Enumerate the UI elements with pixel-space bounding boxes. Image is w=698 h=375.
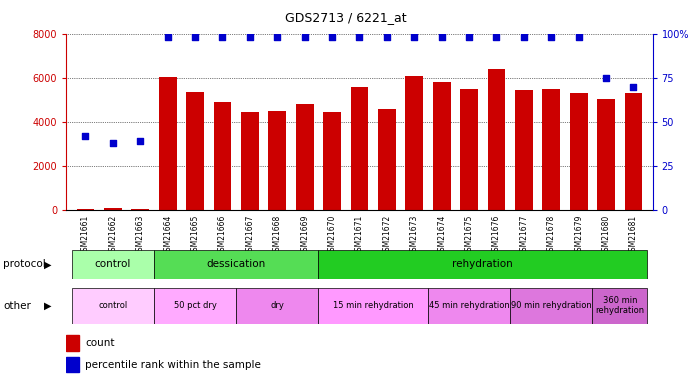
Bar — [72, 250, 154, 279]
Bar — [406, 76, 423, 210]
Point — [600, 75, 611, 81]
Bar — [296, 104, 313, 210]
Bar — [241, 112, 259, 210]
Bar — [158, 77, 177, 210]
Bar — [77, 209, 94, 210]
Point — [189, 34, 200, 40]
Text: dessication: dessication — [207, 260, 266, 269]
Point — [463, 34, 475, 40]
Text: dry: dry — [270, 301, 284, 310]
Text: GDS2713 / 6221_at: GDS2713 / 6221_at — [285, 11, 406, 24]
Bar — [154, 250, 318, 279]
Bar — [154, 288, 236, 324]
Bar — [515, 90, 533, 210]
Point — [244, 34, 255, 40]
Bar — [570, 93, 588, 210]
Bar — [350, 87, 369, 210]
Bar — [104, 208, 121, 210]
Text: rehydration: rehydration — [452, 260, 513, 269]
Point — [327, 34, 338, 40]
Point — [217, 34, 228, 40]
Bar — [214, 102, 231, 210]
Point — [381, 34, 392, 40]
Bar — [597, 99, 615, 210]
Bar — [428, 288, 510, 324]
Bar — [236, 288, 318, 324]
Bar — [460, 89, 478, 210]
Point — [628, 84, 639, 90]
Point — [409, 34, 420, 40]
Point — [546, 34, 557, 40]
Bar — [72, 288, 154, 324]
Text: control: control — [98, 301, 128, 310]
Bar — [66, 357, 79, 372]
Point — [573, 34, 584, 40]
Text: protocol: protocol — [3, 260, 46, 269]
Point — [135, 138, 146, 144]
Text: count: count — [85, 338, 114, 348]
Bar — [378, 109, 396, 210]
Bar — [186, 92, 204, 210]
Point — [436, 34, 447, 40]
Bar — [318, 250, 647, 279]
Text: 50 pct dry: 50 pct dry — [174, 301, 216, 310]
Point — [107, 140, 119, 146]
Point — [299, 34, 310, 40]
Text: ▶: ▶ — [44, 301, 51, 310]
Bar — [66, 335, 79, 351]
Text: 360 min
rehydration: 360 min rehydration — [595, 296, 644, 315]
Bar — [433, 82, 451, 210]
Bar — [318, 288, 428, 324]
Point — [354, 34, 365, 40]
Text: ▶: ▶ — [44, 260, 51, 269]
Bar — [542, 89, 560, 210]
Bar — [593, 288, 647, 324]
Text: percentile rank within the sample: percentile rank within the sample — [85, 360, 261, 370]
Bar — [131, 209, 149, 210]
Bar — [488, 69, 505, 210]
Text: 45 min rehydration: 45 min rehydration — [429, 301, 510, 310]
Text: control: control — [95, 260, 131, 269]
Point — [272, 34, 283, 40]
Bar — [268, 111, 286, 210]
Point — [519, 34, 530, 40]
Point — [491, 34, 502, 40]
Bar — [323, 112, 341, 210]
Bar — [625, 93, 642, 210]
Point — [80, 133, 91, 139]
Point — [162, 34, 173, 40]
Text: other: other — [3, 301, 31, 310]
Text: 90 min rehydration: 90 min rehydration — [511, 301, 592, 310]
Text: 15 min rehydration: 15 min rehydration — [333, 301, 413, 310]
Bar — [510, 288, 593, 324]
